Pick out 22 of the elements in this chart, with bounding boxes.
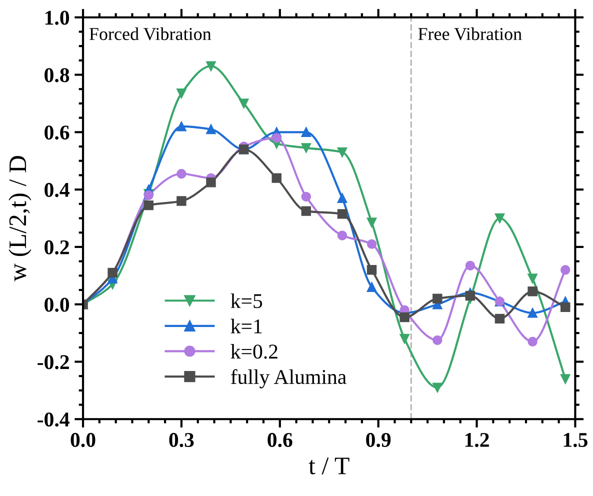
annotation: Forced Vibration bbox=[89, 27, 212, 40]
x-tick-label: 0.3 bbox=[169, 432, 194, 448]
y-tick-label: 0.6 bbox=[44, 126, 70, 140]
y-axis-title: w (L/2,t) / D bbox=[8, 156, 32, 282]
y-tick-label: -0.2 bbox=[38, 355, 69, 370]
legend-label: k=1 bbox=[230, 318, 262, 334]
annotation: Free Vibration bbox=[418, 27, 522, 40]
y-tick-label: 0.4 bbox=[44, 182, 70, 198]
x-axis-title: t / T bbox=[308, 458, 350, 474]
x-tick-label: 1.2 bbox=[465, 432, 489, 448]
x-tick-label: 1.5 bbox=[564, 433, 588, 448]
x-tick-label: 0.0 bbox=[70, 432, 96, 448]
legend-label: k=5 bbox=[230, 293, 262, 308]
y-tick-label: 1.0 bbox=[45, 10, 70, 25]
y-tick-label: 0.8 bbox=[44, 68, 70, 82]
x-tick-label: 0.6 bbox=[268, 432, 292, 448]
y-tick-label: -0.4 bbox=[38, 412, 70, 427]
x-tick-label: 0.9 bbox=[366, 432, 391, 448]
y-tick-label: 0.0 bbox=[44, 298, 70, 312]
legend-label: k=0.2 bbox=[230, 344, 278, 359]
legend-label: fully Alumina bbox=[230, 369, 346, 388]
y-tick-label: 0.2 bbox=[44, 240, 69, 254]
